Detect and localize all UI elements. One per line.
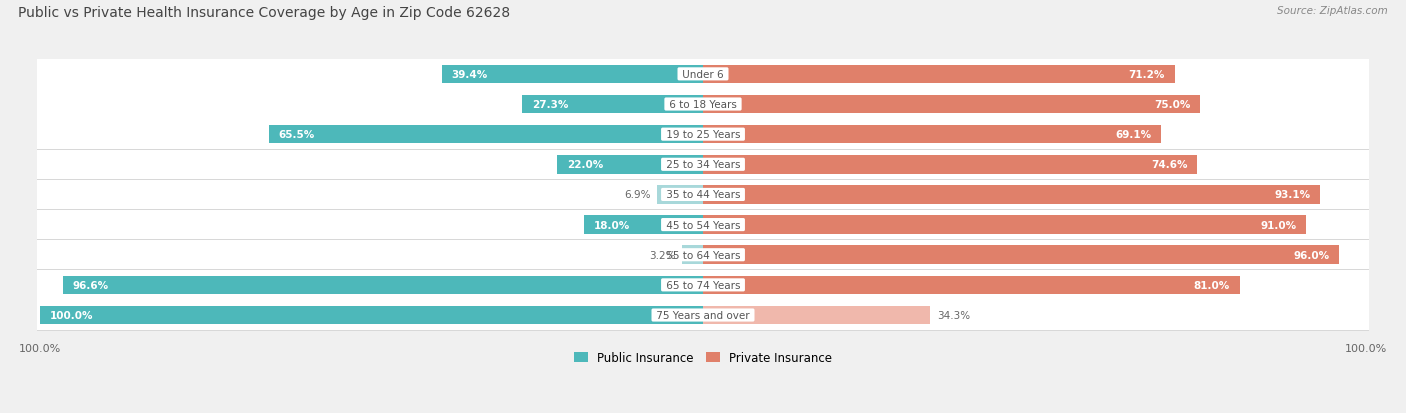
Text: 75 Years and over: 75 Years and over — [652, 310, 754, 320]
Text: 39.4%: 39.4% — [451, 70, 488, 80]
Bar — [37, 90, 1369, 119]
Text: 69.1%: 69.1% — [1115, 130, 1152, 140]
Text: 93.1%: 93.1% — [1274, 190, 1310, 200]
Text: Under 6: Under 6 — [679, 70, 727, 80]
Text: 19 to 25 Years: 19 to 25 Years — [662, 130, 744, 140]
Text: 18.0%: 18.0% — [593, 220, 630, 230]
Bar — [37, 180, 1369, 210]
Text: 55 to 64 Years: 55 to 64 Years — [662, 250, 744, 260]
Bar — [703, 126, 1161, 144]
Bar — [703, 216, 1306, 234]
Bar — [522, 95, 703, 114]
Text: 6 to 18 Years: 6 to 18 Years — [666, 100, 740, 110]
Bar — [682, 246, 703, 264]
Text: 96.0%: 96.0% — [1294, 250, 1330, 260]
Bar — [37, 61, 1369, 90]
Text: Source: ZipAtlas.com: Source: ZipAtlas.com — [1277, 6, 1388, 16]
Bar — [703, 65, 1175, 84]
Bar — [703, 156, 1198, 174]
Bar — [37, 60, 1369, 90]
Text: 25 to 34 Years: 25 to 34 Years — [662, 160, 744, 170]
Legend: Public Insurance, Private Insurance: Public Insurance, Private Insurance — [569, 347, 837, 369]
Bar — [37, 181, 1369, 211]
Text: 96.6%: 96.6% — [73, 280, 108, 290]
Bar — [37, 241, 1369, 271]
Text: 81.0%: 81.0% — [1194, 280, 1230, 290]
Bar — [37, 151, 1369, 180]
Bar — [703, 186, 1320, 204]
Text: 65 to 74 Years: 65 to 74 Years — [662, 280, 744, 290]
Bar — [37, 91, 1369, 121]
Text: 34.3%: 34.3% — [936, 310, 970, 320]
Text: 35 to 44 Years: 35 to 44 Years — [662, 190, 744, 200]
Bar — [37, 121, 1369, 150]
Bar — [441, 65, 703, 84]
Text: 6.9%: 6.9% — [624, 190, 651, 200]
Text: 100.0%: 100.0% — [51, 310, 94, 320]
Text: 65.5%: 65.5% — [278, 130, 315, 140]
Bar — [37, 301, 1369, 330]
Text: 71.2%: 71.2% — [1129, 70, 1166, 80]
Bar — [703, 95, 1201, 114]
Bar — [37, 120, 1369, 150]
Bar — [703, 276, 1240, 294]
Text: 91.0%: 91.0% — [1260, 220, 1296, 230]
Text: 75.0%: 75.0% — [1154, 100, 1191, 110]
Bar — [657, 186, 703, 204]
Bar — [703, 306, 931, 325]
Text: 27.3%: 27.3% — [531, 100, 568, 110]
Bar — [37, 271, 1369, 300]
Bar — [37, 271, 1369, 301]
Text: Public vs Private Health Insurance Coverage by Age in Zip Code 62628: Public vs Private Health Insurance Cover… — [18, 6, 510, 20]
Text: 22.0%: 22.0% — [567, 160, 603, 170]
Bar — [37, 150, 1369, 180]
Text: 74.6%: 74.6% — [1152, 160, 1188, 170]
Bar — [37, 211, 1369, 241]
Bar — [37, 301, 1369, 331]
Bar — [37, 210, 1369, 240]
Bar — [703, 246, 1340, 264]
Bar — [583, 216, 703, 234]
Text: 45 to 54 Years: 45 to 54 Years — [662, 220, 744, 230]
Bar — [37, 240, 1369, 270]
Bar — [557, 156, 703, 174]
Bar — [63, 276, 703, 294]
Text: 3.2%: 3.2% — [648, 250, 675, 260]
Bar — [269, 126, 703, 144]
Bar — [41, 306, 703, 325]
